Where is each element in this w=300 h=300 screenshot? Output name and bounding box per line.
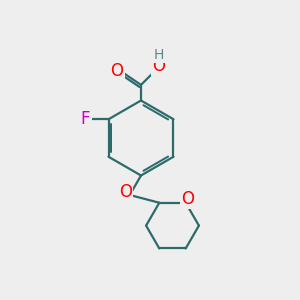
Text: O: O [119, 183, 132, 201]
Text: F: F [81, 110, 90, 128]
Text: O: O [152, 57, 166, 75]
Text: O: O [110, 62, 124, 80]
Text: H: H [154, 48, 164, 62]
Text: O: O [182, 190, 195, 208]
